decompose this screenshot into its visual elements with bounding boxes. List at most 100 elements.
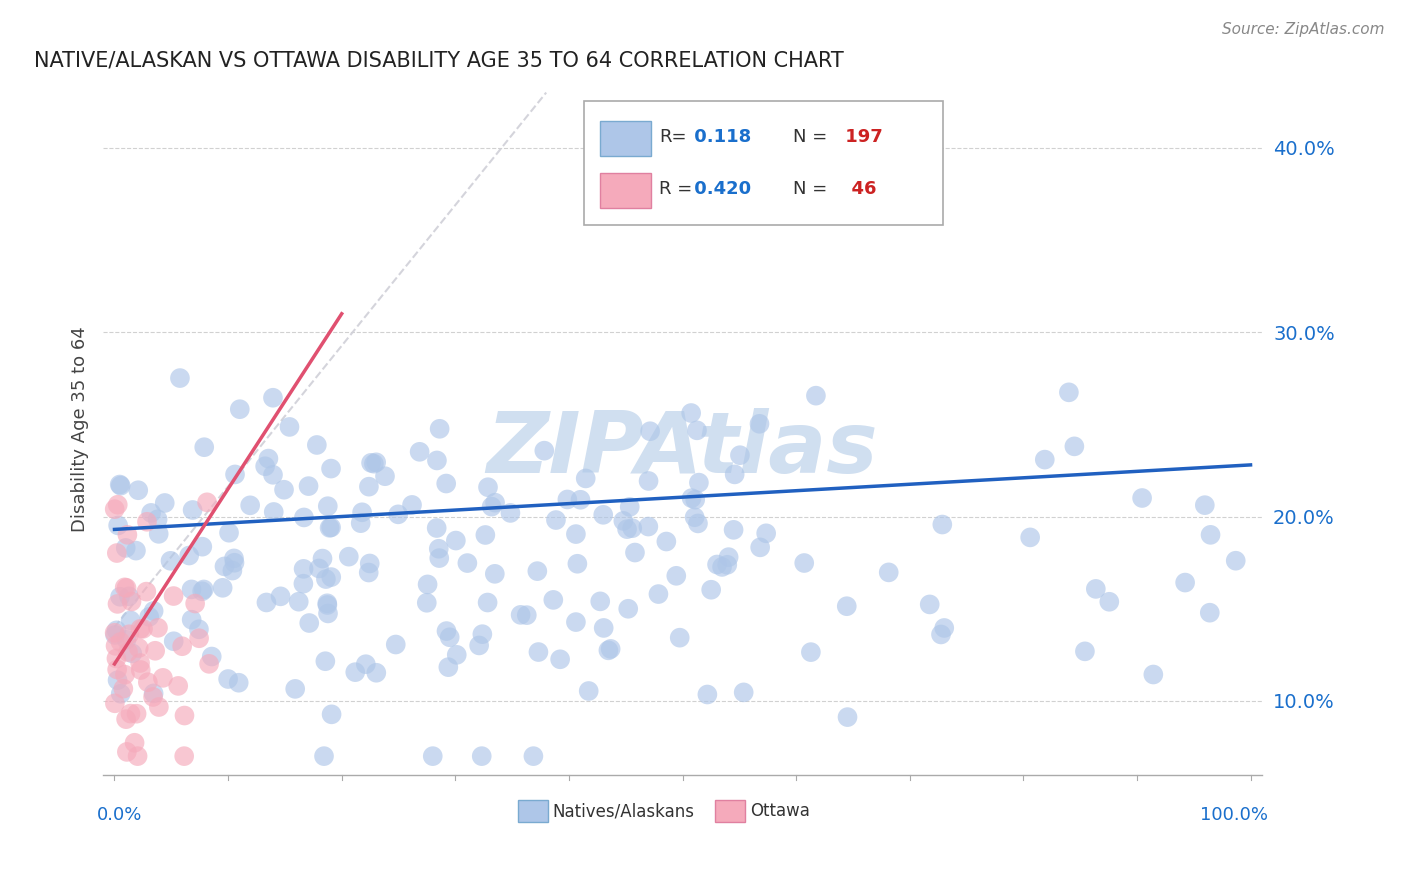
Point xyxy=(292,562,315,576)
Point xyxy=(135,584,157,599)
Point xyxy=(148,526,170,541)
Point xyxy=(1074,644,1097,658)
Point xyxy=(297,479,319,493)
Point xyxy=(218,525,240,540)
Point xyxy=(366,455,388,469)
Point xyxy=(129,656,152,670)
Point xyxy=(105,663,128,677)
Point xyxy=(262,467,284,482)
Point xyxy=(312,749,335,764)
Point xyxy=(316,607,339,621)
Point xyxy=(273,483,295,497)
Point xyxy=(422,749,444,764)
Point xyxy=(837,710,859,724)
Point xyxy=(592,508,614,522)
Text: 0.0%: 0.0% xyxy=(97,805,143,823)
Text: ZIPAtlas: ZIPAtlas xyxy=(486,409,879,491)
Point xyxy=(357,566,380,580)
Point xyxy=(321,707,343,722)
Point xyxy=(181,503,204,517)
Point xyxy=(214,559,236,574)
Point xyxy=(142,690,165,704)
Point xyxy=(105,624,128,638)
Point xyxy=(319,520,342,534)
Point xyxy=(592,621,614,635)
Point xyxy=(360,456,382,470)
Point xyxy=(257,451,280,466)
Point xyxy=(477,595,499,609)
Point xyxy=(104,696,127,710)
Point xyxy=(152,671,174,685)
Point xyxy=(724,467,747,482)
Point xyxy=(254,459,277,474)
Text: N =: N = xyxy=(793,128,827,146)
Point xyxy=(359,557,381,571)
Point xyxy=(125,543,148,558)
Point xyxy=(270,590,292,604)
Point xyxy=(434,476,457,491)
Point xyxy=(110,478,132,492)
Point xyxy=(931,517,953,532)
Point xyxy=(637,474,659,488)
Point xyxy=(665,569,688,583)
Point xyxy=(567,557,589,571)
Point xyxy=(1174,575,1197,590)
Point xyxy=(104,502,127,516)
Point xyxy=(104,628,127,642)
Point xyxy=(107,673,129,688)
Point xyxy=(728,448,751,462)
Point xyxy=(118,590,141,604)
Point xyxy=(1199,528,1222,542)
Point xyxy=(169,371,191,385)
Point xyxy=(408,445,430,459)
Point xyxy=(548,652,571,666)
Point xyxy=(429,422,451,436)
Point xyxy=(114,541,136,555)
Point xyxy=(180,582,202,597)
Point xyxy=(484,496,506,510)
Point xyxy=(146,621,169,635)
Point xyxy=(108,477,131,491)
Point xyxy=(191,540,214,554)
Point xyxy=(162,589,184,603)
Point xyxy=(142,686,165,700)
Point xyxy=(471,627,494,641)
Point xyxy=(314,654,336,668)
Point xyxy=(723,523,745,537)
Point xyxy=(316,596,339,610)
Point xyxy=(129,663,152,677)
Point xyxy=(1063,439,1085,453)
Point xyxy=(292,510,315,524)
Point xyxy=(716,558,738,572)
FancyBboxPatch shape xyxy=(517,800,548,822)
Point xyxy=(221,564,243,578)
Point xyxy=(755,526,778,541)
Point xyxy=(374,469,396,483)
Point xyxy=(1084,582,1107,596)
Point xyxy=(153,496,176,510)
Point xyxy=(363,457,385,471)
Point xyxy=(229,402,252,417)
Point xyxy=(319,461,342,475)
Point xyxy=(589,594,612,608)
Point xyxy=(198,657,221,671)
Point xyxy=(112,681,135,696)
Point xyxy=(426,453,449,467)
Point xyxy=(179,549,201,563)
Point xyxy=(148,700,170,714)
Point xyxy=(1098,595,1121,609)
Point xyxy=(239,499,262,513)
Text: 100.0%: 100.0% xyxy=(1199,805,1268,823)
Text: NATIVE/ALASKAN VS OTTAWA DISABILITY AGE 35 TO 64 CORRELATION CHART: NATIVE/ALASKAN VS OTTAWA DISABILITY AGE … xyxy=(34,51,844,70)
Point xyxy=(471,749,494,764)
Point xyxy=(143,644,166,658)
Text: Source: ZipAtlas.com: Source: ZipAtlas.com xyxy=(1222,22,1385,37)
Point xyxy=(706,558,728,572)
Point xyxy=(118,627,141,641)
Point xyxy=(681,406,703,420)
Point xyxy=(637,519,659,533)
Point xyxy=(287,595,309,609)
Text: 46: 46 xyxy=(839,179,876,198)
Point xyxy=(117,528,139,542)
Point xyxy=(749,541,772,555)
